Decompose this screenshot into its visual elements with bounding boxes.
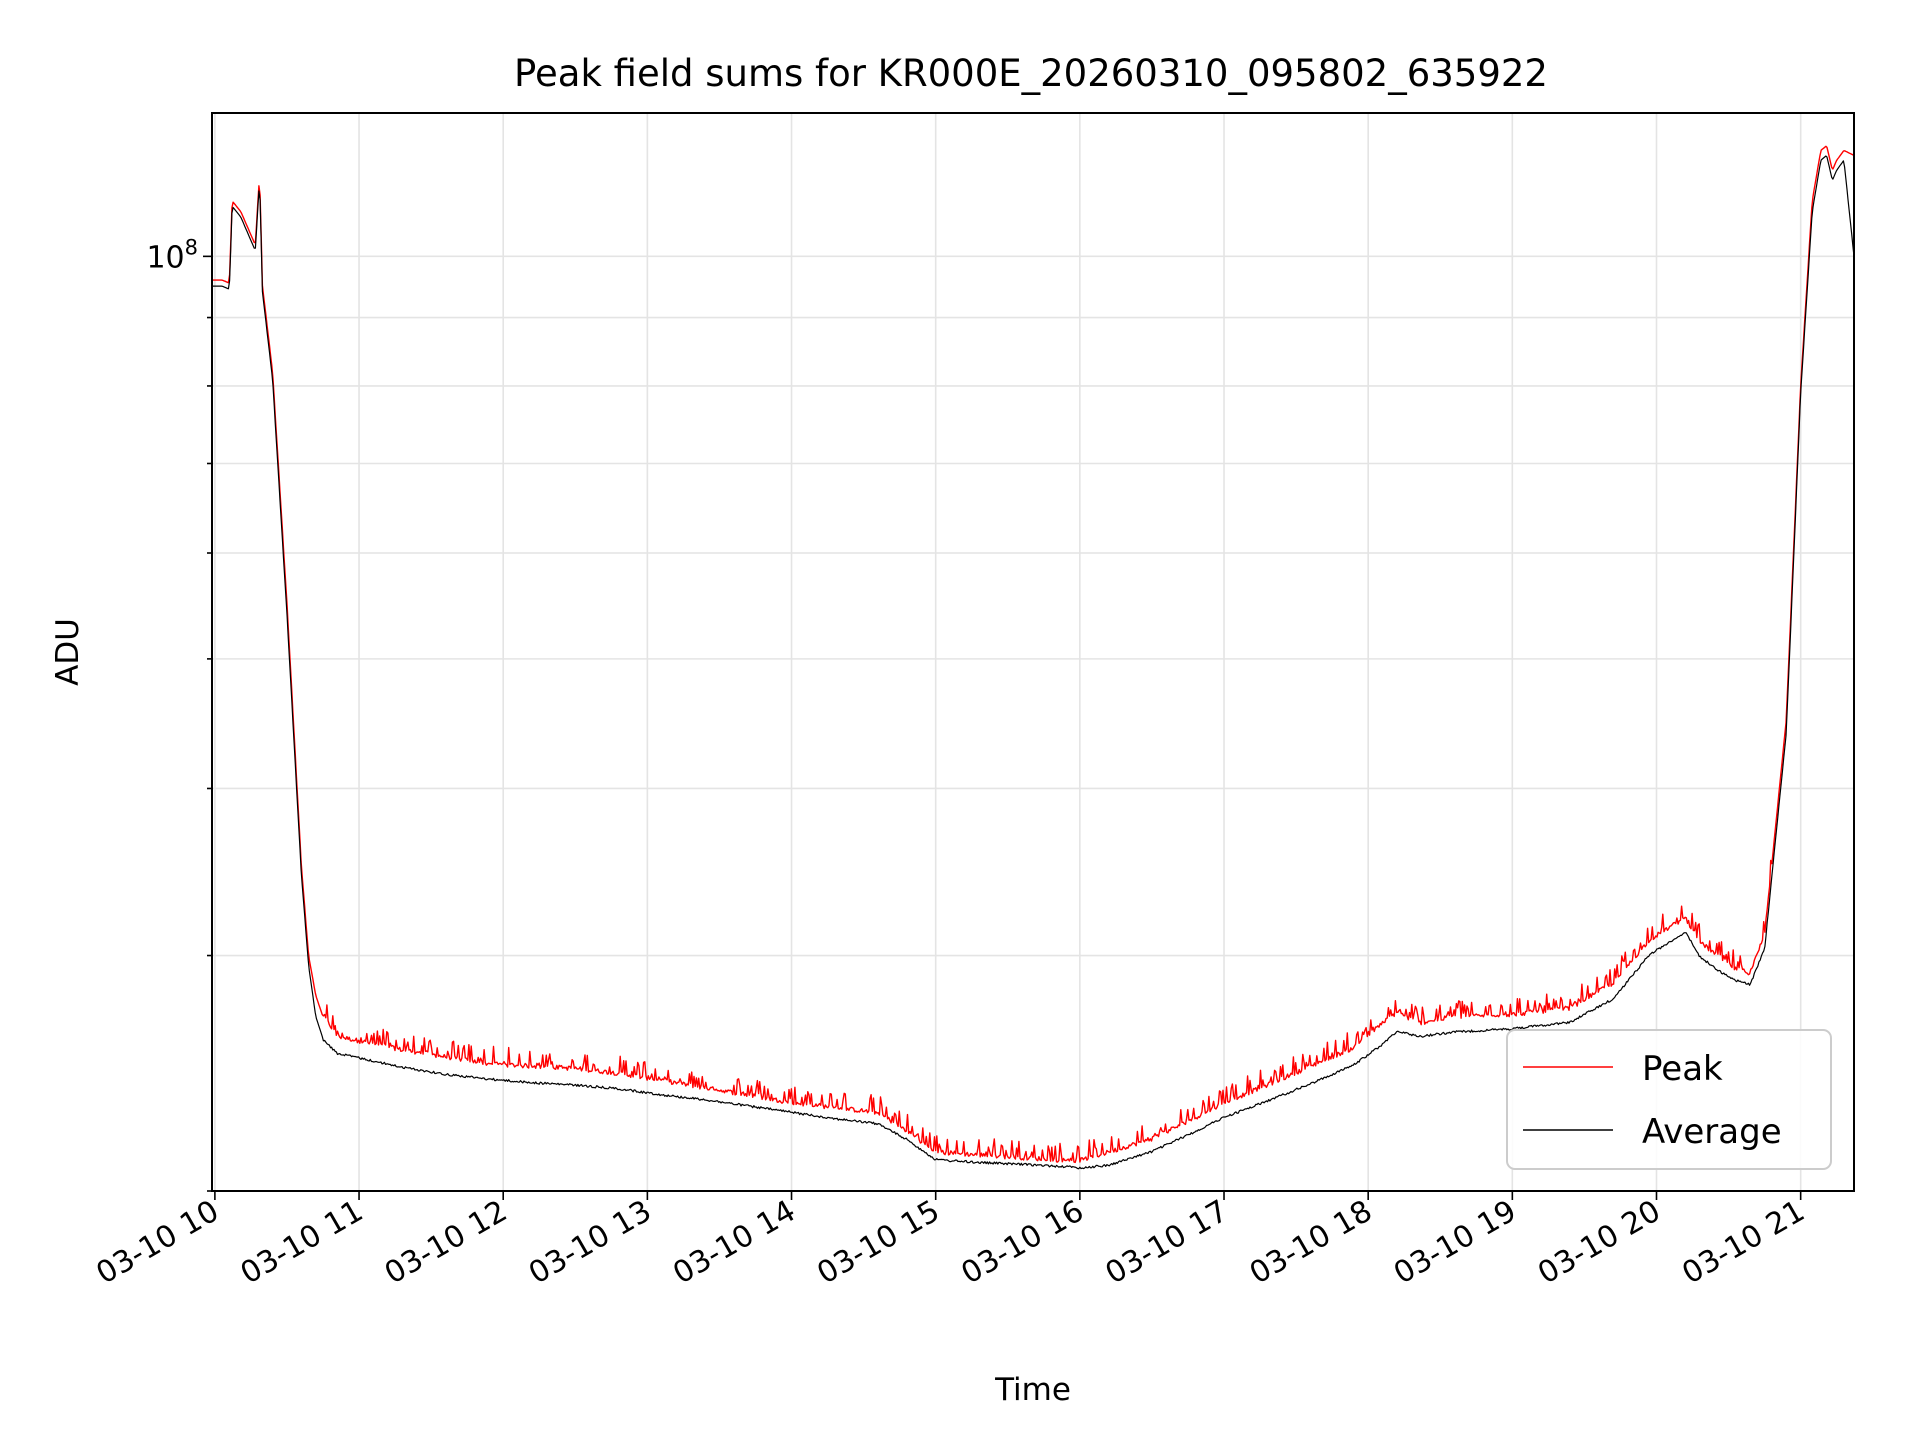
- chart-title: Peak field sums for KR000E_20260310_0958…: [514, 52, 1548, 95]
- series-average-line: [212, 155, 1855, 1170]
- y-tick-label-base: 10: [146, 240, 184, 275]
- y-tick-label: 108: [146, 235, 198, 275]
- series-layer: [212, 145, 1855, 1170]
- series-peak-line: [212, 145, 1855, 1164]
- y-tick-label-exponent: 8: [185, 235, 198, 259]
- x-axis-label: Time: [994, 1372, 1071, 1408]
- plot-area: [212, 113, 1854, 1191]
- axes-frame: [211, 112, 1855, 1192]
- legend: Peak Average: [1506, 1029, 1832, 1170]
- y-axis-label: ADU: [50, 618, 86, 686]
- legend-box: [1506, 1029, 1832, 1170]
- legend-label-peak: Peak: [1642, 1049, 1723, 1089]
- legend-label-average: Average: [1642, 1112, 1782, 1152]
- grid: [212, 113, 1854, 1192]
